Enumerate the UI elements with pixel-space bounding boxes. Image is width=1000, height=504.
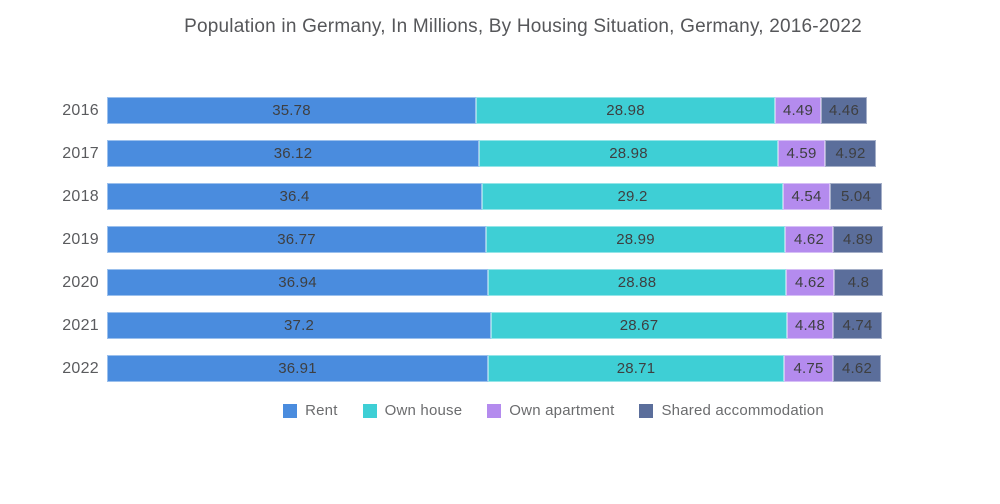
bar-row: 2020 36.94 28.88 4.62 4.8	[0, 269, 1000, 296]
bar-value-label: 28.98	[606, 102, 645, 119]
chart-legend: Rent Own house Own apartment Shared acco…	[107, 402, 1000, 419]
bar-segment-2017-own-apartment[interactable]: 4.59	[778, 140, 825, 167]
bar-segment-2017-own-house[interactable]: 28.98	[479, 140, 778, 167]
bar-value-label: 4.62	[842, 360, 872, 377]
bar-segment-2021-own-apartment[interactable]: 4.48	[787, 312, 833, 339]
bar-value-label: 36.12	[273, 145, 313, 162]
stacked-bar: 36.94 28.88 4.62 4.8	[107, 269, 883, 296]
bar-value-label: 5.04	[841, 188, 871, 205]
bar-value-label: 4.89	[843, 231, 873, 248]
legend-item-label: Own apartment	[509, 402, 615, 419]
bar-segment-2020-own-apartment[interactable]: 4.62	[786, 269, 834, 296]
legend-item-label: Rent	[305, 402, 338, 419]
bar-segment-2017-rent[interactable]: 36.12	[107, 140, 479, 167]
bar-row: 2021 37.2 28.67 4.48 4.74	[0, 312, 1000, 339]
bar-value-label: 4.92	[835, 145, 866, 162]
bar-segment-2016-rent[interactable]: 35.78	[107, 97, 476, 124]
bar-segment-2018-rent[interactable]: 36.4	[107, 183, 482, 210]
bar-segment-2020-own-house[interactable]: 28.88	[488, 269, 786, 296]
legend-swatch-icon	[362, 403, 377, 418]
bar-segment-2022-rent[interactable]: 36.91	[107, 355, 488, 382]
bar-value-label: 35.78	[272, 102, 311, 119]
bar-segment-2021-own-house[interactable]: 28.67	[491, 312, 787, 339]
bar-segment-2019-own-apartment[interactable]: 4.62	[785, 226, 833, 253]
bar-value-label: 4.62	[795, 274, 825, 291]
chart-title: Population in Germany, In Millions, By H…	[184, 16, 862, 37]
stacked-bar: 36.77 28.99 4.62 4.89	[107, 226, 883, 253]
bar-segment-2019-own-house[interactable]: 28.99	[486, 226, 785, 253]
bar-value-label: 36.77	[277, 231, 316, 248]
bar-value-label: 36.94	[278, 274, 317, 291]
bar-segment-2017-shared-accommodation[interactable]: 4.92	[825, 140, 876, 167]
stacked-bar: 37.2 28.67 4.48 4.74	[107, 312, 882, 339]
bar-segment-2016-shared-accommodation[interactable]: 4.46	[821, 97, 867, 124]
bar-chart-plot-area: 2016 35.78 28.98 4.49 4.46 2017 36.12 28…	[0, 97, 1000, 398]
legend-item-shared-accommodation[interactable]: Shared accommodation	[639, 402, 824, 419]
bar-segment-2020-shared-accommodation[interactable]: 4.8	[834, 269, 883, 296]
bar-value-label: 28.88	[617, 274, 657, 291]
legend-item-own-apartment[interactable]: Own apartment	[487, 402, 614, 419]
legend-swatch-icon	[283, 403, 298, 418]
bar-segment-2018-own-apartment[interactable]: 4.54	[783, 183, 830, 210]
bar-segment-2021-rent[interactable]: 37.2	[107, 312, 491, 339]
year-axis-label-2020: 2020	[62, 273, 99, 291]
legend-swatch-icon	[639, 403, 654, 418]
legend-item-label: Own house	[384, 402, 463, 419]
year-axis-label-2018: 2018	[62, 187, 99, 205]
legend-item-own-house[interactable]: Own house	[362, 402, 463, 419]
bar-row: 2018 36.4 29.2 4.54 5.04	[0, 183, 1000, 210]
bar-value-label: 29.2	[617, 188, 648, 205]
bar-value-label: 4.59	[786, 145, 817, 162]
bar-segment-2016-own-apartment[interactable]: 4.49	[775, 97, 821, 124]
bar-row: 2016 35.78 28.98 4.49 4.46	[0, 97, 1000, 124]
bar-value-label: 28.71	[616, 360, 656, 377]
bar-segment-2022-shared-accommodation[interactable]: 4.62	[833, 355, 881, 382]
bar-value-label: 4.54	[791, 188, 822, 205]
bar-value-label: 4.74	[842, 317, 873, 334]
bar-value-label: 4.46	[829, 102, 859, 119]
bar-segment-2019-shared-accommodation[interactable]: 4.89	[833, 226, 883, 253]
bar-row: 2022 36.91 28.71 4.75 4.62	[0, 355, 1000, 382]
year-axis-label-2016: 2016	[62, 101, 99, 119]
bar-value-label: 4.49	[783, 102, 813, 119]
bar-value-label: 28.67	[619, 317, 659, 334]
stacked-bar: 36.91 28.71 4.75 4.62	[107, 355, 881, 382]
bar-segment-2018-own-house[interactable]: 29.2	[482, 183, 783, 210]
bar-value-label: 36.4	[279, 188, 310, 205]
stacked-bar: 36.12 28.98 4.59 4.92	[107, 140, 876, 167]
bar-value-label: 4.62	[794, 231, 824, 248]
bar-value-label: 4.8	[847, 274, 870, 291]
bar-value-label: 28.98	[609, 145, 648, 162]
stacked-bar: 35.78 28.98 4.49 4.46	[107, 97, 867, 124]
year-axis-label-2021: 2021	[62, 316, 99, 334]
bar-segment-2022-own-apartment[interactable]: 4.75	[784, 355, 833, 382]
bar-row: 2017 36.12 28.98 4.59 4.92	[0, 140, 1000, 167]
stacked-bar: 36.4 29.2 4.54 5.04	[107, 183, 882, 210]
bar-value-label: 28.99	[616, 231, 655, 248]
legend-item-rent[interactable]: Rent	[283, 402, 338, 419]
bar-value-label: 36.91	[278, 360, 317, 377]
year-axis-label-2017: 2017	[62, 144, 99, 162]
legend-swatch-icon	[487, 403, 502, 418]
year-axis-label-2019: 2019	[62, 230, 99, 248]
bar-segment-2016-own-house[interactable]: 28.98	[476, 97, 775, 124]
bar-segment-2022-own-house[interactable]: 28.71	[488, 355, 784, 382]
year-axis-label-2022: 2022	[62, 359, 99, 377]
bar-segment-2020-rent[interactable]: 36.94	[107, 269, 488, 296]
bar-segment-2018-shared-accommodation[interactable]: 5.04	[830, 183, 882, 210]
bar-row: 2019 36.77 28.99 4.62 4.89	[0, 226, 1000, 253]
legend-item-label: Shared accommodation	[661, 402, 824, 419]
bar-value-label: 37.2	[284, 317, 314, 334]
bar-value-label: 4.48	[795, 317, 825, 334]
bar-segment-2021-shared-accommodation[interactable]: 4.74	[833, 312, 882, 339]
bar-value-label: 4.75	[793, 360, 824, 377]
bar-segment-2019-rent[interactable]: 36.77	[107, 226, 486, 253]
